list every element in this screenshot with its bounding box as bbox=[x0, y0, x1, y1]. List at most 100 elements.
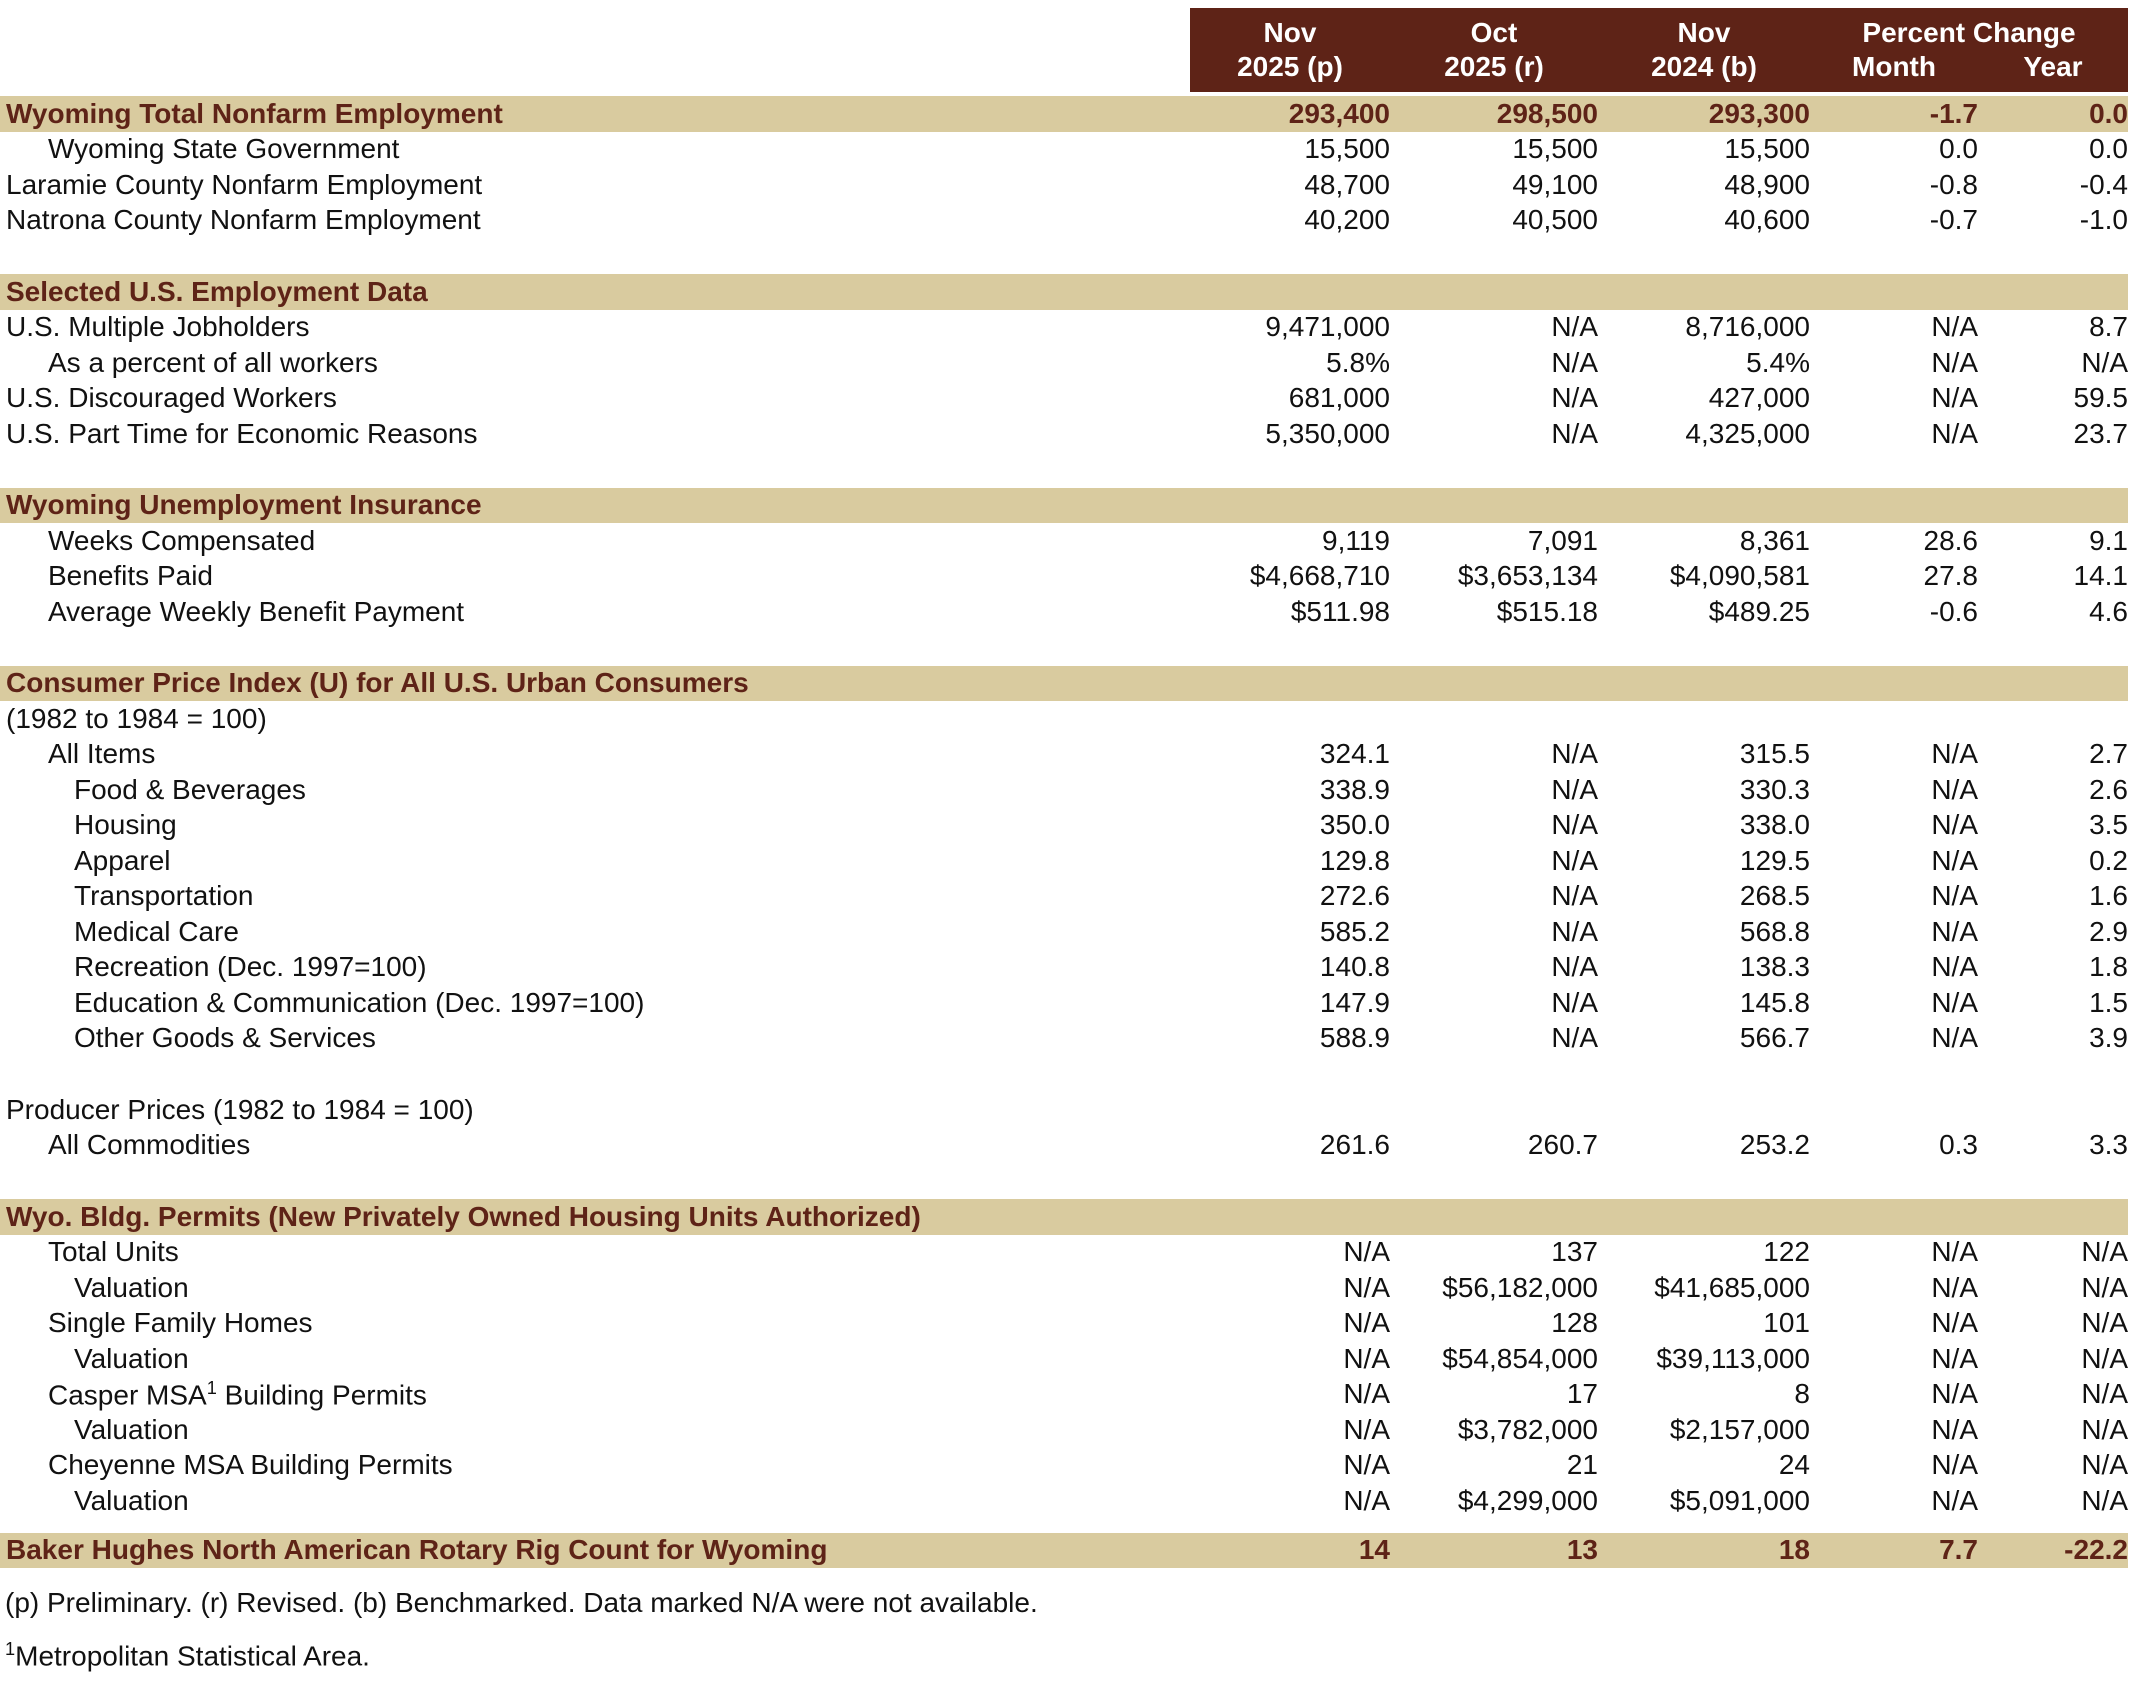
section-row: Selected U.S. Employment Data bbox=[0, 274, 2128, 310]
cell-value: 1.5 bbox=[2089, 986, 2128, 1018]
cell-value: N/A bbox=[1931, 1236, 1978, 1268]
cell-value: N/A bbox=[1551, 951, 1598, 983]
cell-value: 129.5 bbox=[1739, 844, 1810, 876]
cell-value: -0.6 bbox=[1929, 595, 1978, 627]
cell-value: N/A bbox=[1931, 346, 1978, 378]
row-label: U.S. Multiple Jobholders bbox=[6, 311, 310, 343]
cell-value: 40,600 bbox=[1724, 204, 1810, 236]
table-row: Average Weekly Benefit Payment $511.98 $51… bbox=[0, 594, 2128, 630]
cell-value: 24 bbox=[1778, 1449, 1810, 1481]
cell-value: $515.18 bbox=[1496, 595, 1598, 627]
cell-value: 568.8 bbox=[1739, 915, 1810, 947]
cell-value: N/A bbox=[2081, 1378, 2128, 1410]
cell-value: 566.7 bbox=[1739, 1022, 1810, 1054]
table-row: Apparel 129.8 N/A 129.5 N/A 0.2 bbox=[0, 843, 2128, 879]
cell-value: $56,182,000 bbox=[1442, 1271, 1598, 1303]
cell-value: 272.6 bbox=[1319, 880, 1390, 912]
cell-value: 7.7 bbox=[1939, 1534, 1978, 1566]
cell-value: 14.1 bbox=[2073, 560, 2129, 592]
cell-value: $4,668,710 bbox=[1249, 560, 1390, 592]
row-label: Housing bbox=[74, 809, 177, 841]
cell-value: -1.7 bbox=[1929, 97, 1978, 129]
row-label: Casper MSA1 Building Permits bbox=[48, 1377, 427, 1410]
row-label: Transportation bbox=[74, 880, 254, 912]
cell-value: $5,091,000 bbox=[1669, 1484, 1810, 1516]
cell-value: 15,500 bbox=[1724, 133, 1810, 165]
cell-value: 338.9 bbox=[1319, 773, 1390, 805]
cell-value: 40,500 bbox=[1512, 204, 1598, 236]
row-label: Laramie County Nonfarm Employment bbox=[6, 168, 483, 200]
col-subheader-2025p: 2025 (p) bbox=[1190, 50, 1390, 92]
cell-value: N/A bbox=[1551, 311, 1598, 343]
table-row: All Commodities 261.6 260.7 253.2 0.3 3.3 bbox=[0, 1128, 2128, 1164]
cell-value: 147.9 bbox=[1319, 986, 1390, 1018]
cell-value: N/A bbox=[1931, 1307, 1978, 1339]
cell-value: 9,471,000 bbox=[1265, 311, 1390, 343]
cell-value: 9.1 bbox=[2089, 524, 2128, 556]
row-label: Food & Beverages bbox=[74, 773, 306, 805]
spacer-row bbox=[0, 238, 2128, 274]
cell-value: 0.3 bbox=[1939, 1129, 1978, 1161]
cell-value: 2.6 bbox=[2089, 773, 2128, 805]
col-subheader-2025r: 2025 (r) bbox=[1390, 50, 1598, 92]
cell-value: 4.6 bbox=[2089, 595, 2128, 627]
cell-value: 8,716,000 bbox=[1685, 311, 1810, 343]
cell-value: N/A bbox=[1343, 1307, 1390, 1339]
cell-value: 140.8 bbox=[1319, 951, 1390, 983]
cell-value: 23.7 bbox=[2073, 417, 2129, 449]
row-label: Valuation bbox=[74, 1413, 189, 1445]
cell-value: 338.0 bbox=[1739, 809, 1810, 841]
cell-value: N/A bbox=[1551, 417, 1598, 449]
table-row: Benefits Paid $4,668,710 $3,653,134 $4,090,… bbox=[0, 559, 2128, 595]
cell-value: N/A bbox=[1551, 346, 1598, 378]
cell-value: 0.2 bbox=[2089, 844, 2128, 876]
table-row: Wyoming State Government 15,500 15,500 15,5… bbox=[0, 132, 2128, 168]
cell-value: N/A bbox=[1931, 951, 1978, 983]
cell-value: 59.5 bbox=[2073, 382, 2129, 414]
col-header-percent-change: Percent Change bbox=[1810, 8, 2128, 50]
cell-value: N/A bbox=[1931, 1271, 1978, 1303]
table-row: Valuation N/A $54,854,000 $39,113,000 N/A N/A bbox=[0, 1341, 2128, 1377]
cell-value: N/A bbox=[2081, 1307, 2128, 1339]
section-row: Wyoming Unemployment Insurance bbox=[0, 487, 2128, 523]
row-label: Baker Hughes North American Rotary Rig C… bbox=[6, 1534, 828, 1566]
cell-value: 28.6 bbox=[1923, 524, 1979, 556]
row-label: Total Units bbox=[48, 1236, 179, 1268]
cell-value: $41,685,000 bbox=[1654, 1271, 1810, 1303]
cell-value: 330.3 bbox=[1739, 773, 1810, 805]
economic-indicators-table: Nov Oct Nov Percent Change 2025 (p) 2025… bbox=[0, 8, 2128, 1679]
section-row: Baker Hughes North American Rotary Rig C… bbox=[0, 1532, 2128, 1568]
row-label: Wyo. Bldg. Permits (New Privately Owned … bbox=[6, 1200, 921, 1232]
table-row: Producer Prices (1982 to 1984 = 100) bbox=[0, 1092, 2128, 1128]
col-subheader-2024b: 2024 (b) bbox=[1598, 50, 1810, 92]
table-row: Other Goods & Services 588.9 N/A 566.7 N/A 3.… bbox=[0, 1021, 2128, 1057]
cell-value: N/A bbox=[1551, 915, 1598, 947]
cell-value: $39,113,000 bbox=[1656, 1342, 1810, 1374]
table-body: Wyoming Total Nonfarm Employment 293,400 2… bbox=[0, 96, 2128, 1568]
cell-value: N/A bbox=[1343, 1342, 1390, 1374]
cell-value: 5.4% bbox=[1746, 346, 1810, 378]
cell-value: 2.7 bbox=[2089, 738, 2128, 770]
cell-value: N/A bbox=[1931, 880, 1978, 912]
cell-value: 27.8 bbox=[1923, 560, 1979, 592]
cell-value: -1.0 bbox=[2079, 204, 2128, 236]
cell-value: N/A bbox=[1931, 1378, 1978, 1410]
cell-value: 1.6 bbox=[2089, 880, 2128, 912]
cell-value: $54,854,000 bbox=[1442, 1342, 1598, 1374]
cell-value: N/A bbox=[1343, 1236, 1390, 1268]
row-label: Valuation bbox=[74, 1342, 189, 1374]
spacer-row bbox=[0, 452, 2128, 488]
footnote-msa-text: Metropolitan Statistical Area. bbox=[15, 1640, 370, 1672]
cell-value: -0.4 bbox=[2079, 168, 2128, 200]
cell-value: 137 bbox=[1551, 1236, 1598, 1268]
cell-value: N/A bbox=[1343, 1449, 1390, 1481]
cell-value: 7,091 bbox=[1527, 524, 1598, 556]
cell-value: 0.0 bbox=[2089, 97, 2128, 129]
cell-value: 3.5 bbox=[2089, 809, 2128, 841]
cell-value: N/A bbox=[1931, 738, 1978, 770]
cell-value: N/A bbox=[2081, 1271, 2128, 1303]
row-label: Medical Care bbox=[74, 915, 239, 947]
row-label: Valuation bbox=[74, 1271, 189, 1303]
cell-value: $3,782,000 bbox=[1457, 1413, 1598, 1445]
